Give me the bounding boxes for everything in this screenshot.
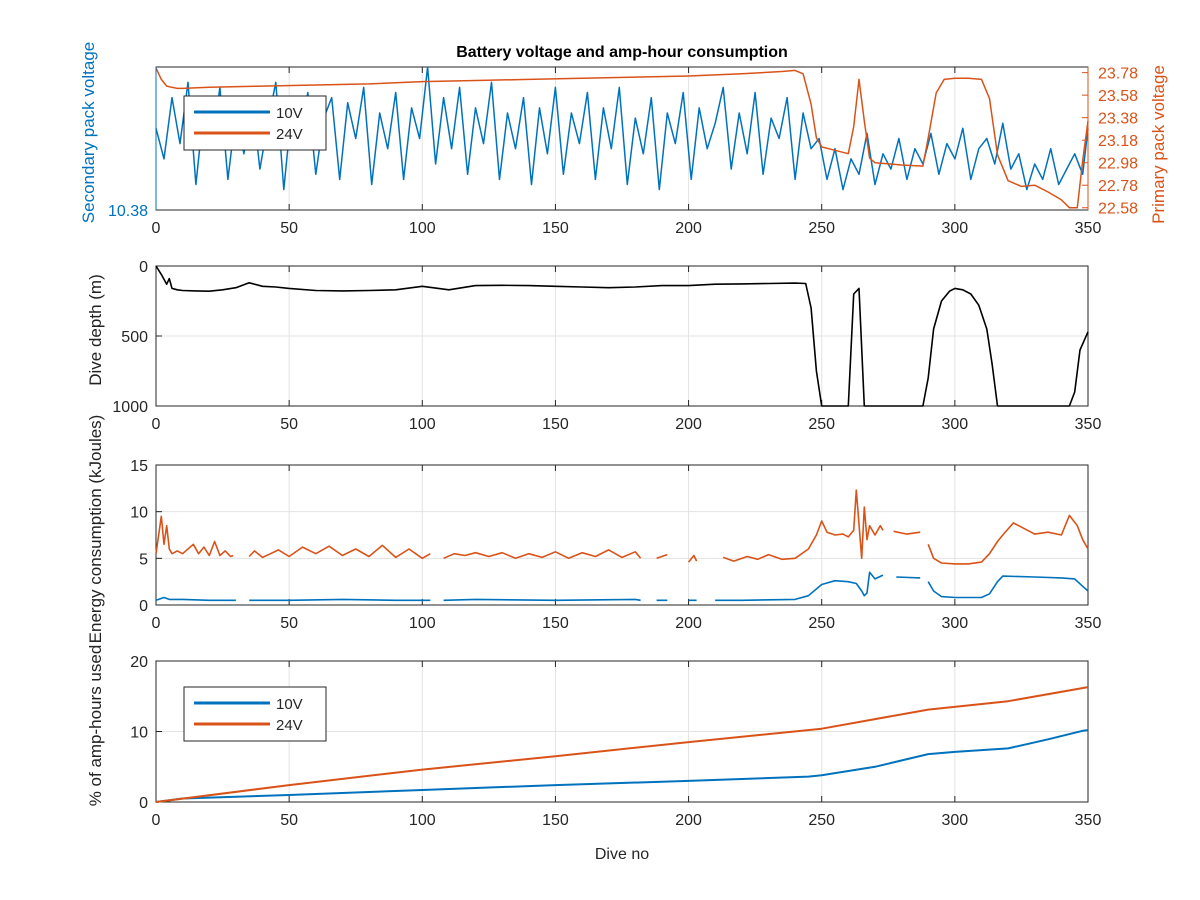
y-tick-label: 5 — [139, 551, 148, 568]
x-tick-label: 150 — [542, 615, 569, 632]
x-tick-label: 50 — [280, 416, 298, 433]
series-line-1 — [155, 265, 1089, 407]
x-tick-label: 0 — [152, 615, 161, 632]
x-tick-label: 200 — [675, 416, 702, 433]
x-tick-label: 0 — [152, 416, 161, 433]
series-line-2 — [155, 686, 1089, 803]
figure-title: Battery voltage and amp-hour consumption — [456, 44, 788, 61]
axes-frame — [155, 464, 1089, 606]
y-right-tick-label: 23.38 — [1098, 111, 1138, 128]
y-right-tick-label: 23.58 — [1098, 88, 1138, 105]
y-tick-label: 500 — [121, 329, 148, 346]
series-line-1 — [155, 489, 1089, 565]
y-tick-label: 0 — [139, 598, 148, 615]
x-tick-label: 150 — [542, 812, 569, 829]
legend-entry: 10V — [276, 696, 303, 713]
y-axis-label: Dive depth (m) — [86, 274, 105, 385]
x-tick-label: 200 — [675, 615, 702, 632]
x-tick-label: 350 — [1075, 220, 1102, 237]
y-tick-label: 20 — [130, 654, 148, 671]
legend-entry: 10V — [276, 105, 303, 122]
y-tick-label: 1000 — [112, 399, 148, 416]
x-tick-label: 300 — [942, 416, 969, 433]
x-tick-label: 100 — [409, 220, 436, 237]
x-tick-label: 300 — [942, 220, 969, 237]
y-right-tick-label: 23.18 — [1098, 133, 1138, 150]
x-tick-label: 300 — [942, 615, 969, 632]
y-tick-label: 0 — [139, 795, 148, 812]
x-tick-label: 50 — [280, 220, 298, 237]
y-left-axis-label: Secondary pack voltage — [79, 42, 98, 223]
y-tick-label: 15 — [130, 458, 148, 475]
legend-box — [183, 95, 327, 151]
x-tick-label: 200 — [675, 812, 702, 829]
x-tick-label: 250 — [808, 812, 835, 829]
x-tick-label: 300 — [942, 812, 969, 829]
y-right-tick-label: 23.78 — [1098, 66, 1138, 83]
x-tick-label: 50 — [280, 615, 298, 632]
x-tick-label: 0 — [152, 220, 161, 237]
y-tick-label: 10 — [130, 505, 148, 522]
y-axis-label: Energy consumption (kJoules) — [86, 415, 105, 644]
y-tick-label: 0 — [139, 259, 148, 276]
series-line-1 — [155, 729, 1089, 803]
x-tick-label: 150 — [542, 220, 569, 237]
series-line-2 — [155, 571, 1089, 602]
x-tick-label: 350 — [1075, 812, 1102, 829]
x-tick-label: 250 — [808, 615, 835, 632]
y-tick-label: 10 — [130, 725, 148, 742]
subplot-2: 0 50 100 150 200 250 300 350 0 500 1000 Dive depth … — [86, 259, 1101, 433]
x-tick-label: 250 — [808, 416, 835, 433]
x-tick-label: 250 — [808, 220, 835, 237]
y-right-axis-label: Primary pack voltage — [1149, 65, 1168, 224]
subplot-4: 0 50 100 150 200 250 300 350 Dive no 0 10 20 % of am… — [86, 645, 1101, 863]
axes-frame — [155, 660, 1089, 803]
y-right-tick-label: 22.98 — [1098, 156, 1138, 173]
subplots: 0 50 100 150 200 250 300 35010.3823.7823.5823.3… — [79, 42, 1168, 863]
legend-box — [183, 686, 327, 742]
x-axis-label: Dive no — [595, 846, 649, 863]
x-tick-label: 0 — [152, 812, 161, 829]
series-24v-line — [155, 67, 1089, 209]
x-tick-label: 100 — [409, 812, 436, 829]
subplot-3: 0 50 100 150 200 250 300 350 0 5 10 15 Energy consum… — [86, 415, 1101, 644]
x-tick-label: 100 — [409, 416, 436, 433]
x-tick-label: 350 — [1075, 416, 1102, 433]
legend-entry: 24V — [276, 717, 303, 734]
x-tick-label: 50 — [280, 812, 298, 829]
subplot-1: 0 50 100 150 200 250 300 350 10.38 23.78 23.58 23.3… — [79, 42, 1168, 237]
x-tick-label: 350 — [1075, 615, 1102, 632]
legend-entry: 24V — [276, 126, 303, 143]
x-tick-label: 100 — [409, 615, 436, 632]
x-tick-label: 200 — [675, 220, 702, 237]
y-right-tick-label: 22.58 — [1098, 201, 1138, 218]
y-right-tick-label: 22.78 — [1098, 178, 1138, 195]
y-left-tick-label: 10.38 — [108, 203, 148, 220]
x-tick-label: 150 — [542, 416, 569, 433]
axes-frame — [155, 265, 1089, 407]
y-axis-label: % of amp-hours used — [86, 645, 105, 807]
